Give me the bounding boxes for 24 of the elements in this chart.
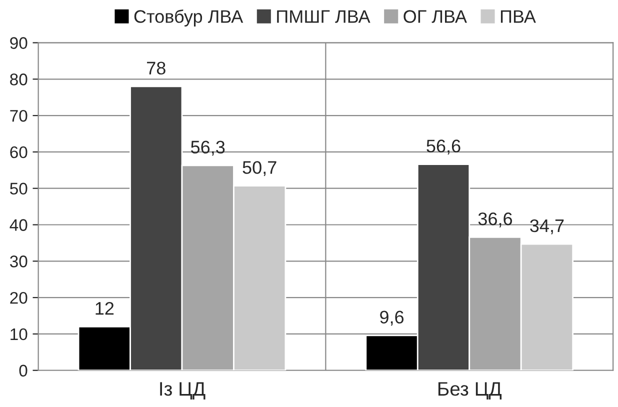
y-tick-label: 20: [10, 292, 28, 304]
data-label: 36,6: [478, 212, 512, 228]
data-label: 50,7: [242, 161, 276, 176]
y-tick-label: 80: [10, 74, 28, 86]
x-tick-label: Із ЦД: [160, 382, 206, 400]
data-label: 56,3: [191, 140, 225, 156]
y-tick-label: 0: [19, 364, 28, 377]
legend-label: ПВА: [500, 10, 536, 23]
y-tick-label: 70: [10, 110, 28, 122]
y-tick-label: 50: [10, 182, 28, 195]
legend-label: Стовбур ЛВА: [134, 9, 244, 26]
data-label: 9,6: [380, 310, 404, 326]
x-tick-label: Без ЦД: [438, 382, 502, 400]
y-tick-label: 10: [10, 328, 28, 340]
legend-label: ОГ ЛВА: [404, 10, 467, 23]
data-label: 78: [147, 62, 166, 75]
y-tick-label: 90: [10, 37, 28, 49]
y-tick-label: 40: [10, 219, 28, 231]
y-tick-label: 60: [10, 146, 28, 158]
y-tick-label: 30: [10, 256, 28, 268]
data-label: 12: [96, 302, 114, 315]
data-label: 56,6: [426, 140, 460, 155]
data-label: 34,7: [530, 219, 564, 234]
legend-label: ПМШГ ЛВА: [277, 10, 370, 23]
